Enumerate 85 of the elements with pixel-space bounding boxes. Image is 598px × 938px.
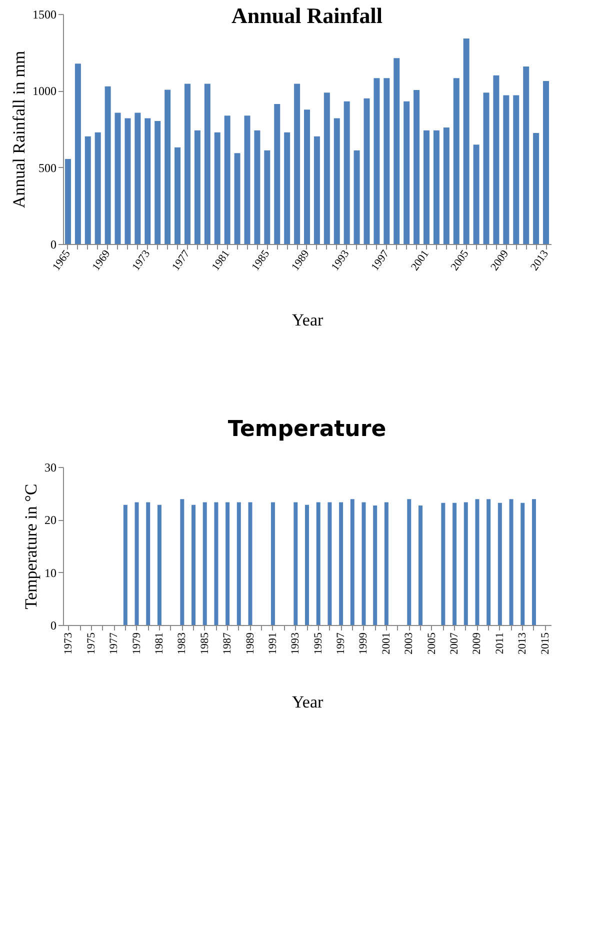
bar [463, 38, 470, 244]
x-tick-label: 2015 [539, 632, 552, 654]
x-tick-label: 1999 [358, 632, 370, 654]
bar [294, 84, 300, 244]
y-axis-title: Annual Rainfall in mm [10, 50, 28, 208]
bar [354, 150, 360, 244]
x-tick-label: 2007 [448, 632, 461, 654]
bar [104, 86, 111, 244]
x-tick-label: 2001 [380, 632, 392, 654]
bar [334, 118, 340, 244]
bar [424, 130, 430, 244]
x-tick-label: 2003 [403, 632, 416, 654]
x-tick-label: 1981 [153, 632, 166, 654]
bar [144, 118, 151, 244]
bar [114, 112, 121, 244]
bar [394, 58, 400, 244]
y-tick-label: 20 [44, 513, 56, 528]
y-tick-label: 500 [38, 160, 56, 175]
bar [453, 78, 460, 244]
bar [234, 153, 240, 244]
bar [414, 90, 420, 244]
bar [174, 147, 181, 244]
x-tick-label: 1997 [335, 632, 348, 654]
bar [493, 75, 500, 244]
x-tick-label: 1979 [130, 632, 143, 654]
y-tick-label: 0 [50, 618, 56, 632]
y-axis-title: Temperature in °C [22, 484, 40, 610]
bar [304, 110, 310, 244]
x-tick-label: 1983 [176, 632, 188, 654]
bar [483, 92, 490, 244]
y-tick-label: 10 [44, 566, 56, 580]
bar [533, 132, 540, 244]
bar [374, 78, 380, 244]
bar [134, 112, 141, 244]
bar [84, 136, 91, 244]
x-tick-label: 1973 [62, 632, 75, 654]
bar [184, 84, 190, 244]
y-tick-label: 0 [50, 238, 56, 252]
y-tick-label: 1500 [32, 8, 56, 22]
bar [94, 132, 101, 244]
x-tick-label: 2009 [471, 632, 484, 654]
x-tick-label: 1985 [198, 632, 211, 654]
x-tick-label: 1991 [266, 632, 279, 654]
x-tick-label: 2011 [494, 632, 506, 654]
bar [64, 159, 71, 244]
bar [543, 81, 550, 244]
bar [433, 130, 440, 244]
bar [204, 84, 210, 244]
bar [274, 104, 280, 244]
x-axis-title: Year [292, 692, 324, 712]
bar [244, 116, 250, 244]
bar [254, 130, 260, 244]
x-tick-label: 1989 [244, 632, 256, 654]
x-tick-label: 2013 [516, 632, 529, 654]
bar [264, 150, 270, 244]
y-tick-label: 1000 [32, 84, 56, 98]
bar [284, 132, 290, 244]
bar [344, 101, 350, 244]
x-tick-label: 1975 [85, 632, 98, 654]
bar [324, 92, 330, 244]
bar [314, 136, 320, 244]
x-tick-label: 1987 [222, 632, 234, 654]
bar [523, 66, 530, 244]
bar [224, 116, 230, 244]
bar [124, 118, 131, 244]
y-tick-label: 30 [44, 460, 56, 474]
bar [404, 101, 410, 244]
bar [443, 127, 450, 244]
chart-title: Annual Rainfall [232, 3, 382, 28]
x-tick-label: 1977 [108, 632, 120, 654]
bar [513, 95, 520, 244]
chart-title: Temperature [228, 417, 386, 442]
bar [364, 98, 370, 244]
bar [74, 64, 81, 244]
bar [194, 130, 200, 244]
bar [214, 132, 220, 244]
bar [164, 90, 171, 244]
x-axis-title: Year [292, 310, 324, 330]
bar [473, 144, 480, 244]
x-tick-label: 1995 [312, 632, 324, 654]
bar [154, 121, 161, 244]
x-tick-label: 1993 [290, 632, 302, 654]
x-tick-label: 2005 [426, 632, 438, 654]
bar [503, 95, 510, 244]
bar [384, 78, 390, 244]
